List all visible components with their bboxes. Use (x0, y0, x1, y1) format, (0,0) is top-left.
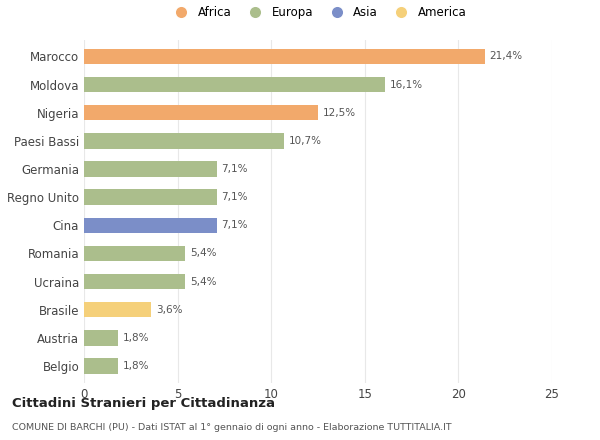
Bar (84, 161, 217, 177)
Text: Cittadini Stranieri per Cittadinanza: Cittadini Stranieri per Cittadinanza (12, 397, 275, 410)
Bar (84, 189, 217, 205)
Bar (84, 302, 151, 317)
Bar (84, 77, 385, 92)
Text: 3,6%: 3,6% (156, 304, 182, 315)
Text: 1,8%: 1,8% (122, 333, 149, 343)
Text: COMUNE DI BARCHI (PU) - Dati ISTAT al 1° gennaio di ogni anno - Elaborazione TUT: COMUNE DI BARCHI (PU) - Dati ISTAT al 1°… (12, 423, 452, 433)
Text: 12,5%: 12,5% (323, 108, 356, 118)
Text: 21,4%: 21,4% (489, 51, 523, 62)
Text: 16,1%: 16,1% (390, 80, 423, 90)
Legend: Africa, Europa, Asia, America: Africa, Europa, Asia, America (169, 6, 467, 19)
Bar (84, 246, 185, 261)
Text: 1,8%: 1,8% (122, 361, 149, 371)
Bar (84, 330, 118, 345)
Bar (84, 358, 118, 374)
Text: 10,7%: 10,7% (289, 136, 322, 146)
Text: 7,1%: 7,1% (221, 220, 248, 230)
Text: 5,4%: 5,4% (190, 276, 216, 286)
Text: 7,1%: 7,1% (221, 164, 248, 174)
Bar (84, 49, 485, 64)
Bar (84, 274, 185, 289)
Text: 5,4%: 5,4% (190, 249, 216, 258)
Bar (84, 105, 318, 121)
Bar (84, 217, 217, 233)
Bar (84, 133, 284, 149)
Text: 7,1%: 7,1% (221, 192, 248, 202)
